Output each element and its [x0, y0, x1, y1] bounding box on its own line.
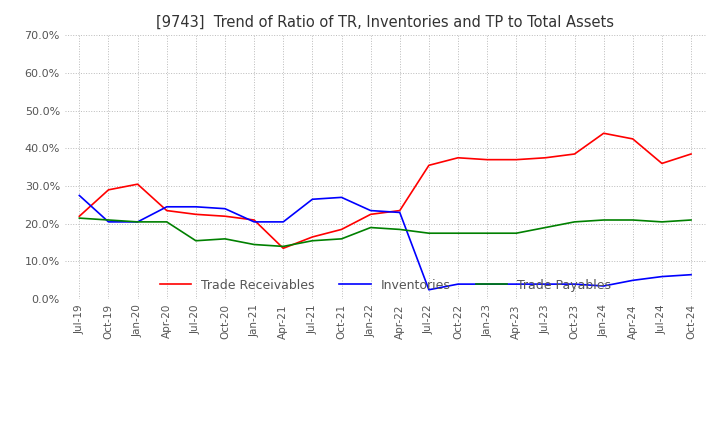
Trade Payables — [75, 216, 84, 221]
Trade Receivables — [599, 131, 608, 136]
Trade Receivables — [483, 157, 492, 162]
Trade Payables — [454, 231, 462, 236]
Trade Payables — [279, 244, 287, 249]
Trade Receivables — [192, 212, 200, 217]
Inventories — [599, 283, 608, 289]
Inventories — [629, 278, 637, 283]
Trade Receivables — [687, 151, 696, 157]
Trade Receivables — [250, 217, 258, 223]
Inventories — [220, 206, 229, 211]
Trade Receivables — [133, 182, 142, 187]
Inventories — [104, 219, 113, 224]
Trade Receivables — [75, 213, 84, 219]
Trade Payables — [657, 219, 666, 224]
Inventories — [687, 272, 696, 277]
Trade Receivables — [512, 157, 521, 162]
Trade Receivables — [279, 246, 287, 251]
Trade Receivables — [220, 213, 229, 219]
Trade Payables — [104, 217, 113, 223]
Line: Trade Payables: Trade Payables — [79, 218, 691, 246]
Trade Receivables — [366, 212, 375, 217]
Inventories — [163, 204, 171, 209]
Trade Payables — [599, 217, 608, 223]
Inventories — [366, 208, 375, 213]
Trade Payables — [192, 238, 200, 243]
Trade Receivables — [308, 235, 317, 240]
Legend: Trade Receivables, Inventories, Trade Payables: Trade Receivables, Inventories, Trade Pa… — [153, 273, 617, 298]
Trade Payables — [163, 219, 171, 224]
Trade Receivables — [657, 161, 666, 166]
Inventories — [250, 219, 258, 224]
Trade Payables — [308, 238, 317, 243]
Inventories — [512, 282, 521, 287]
Line: Trade Receivables: Trade Receivables — [79, 133, 691, 248]
Trade Payables — [570, 219, 579, 224]
Trade Payables — [687, 217, 696, 223]
Trade Payables — [395, 227, 404, 232]
Trade Payables — [366, 225, 375, 230]
Inventories — [133, 219, 142, 224]
Trade Receivables — [425, 163, 433, 168]
Trade Payables — [337, 236, 346, 242]
Inventories — [308, 197, 317, 202]
Trade Receivables — [337, 227, 346, 232]
Trade Receivables — [163, 208, 171, 213]
Line: Inventories: Inventories — [79, 195, 691, 290]
Trade Payables — [133, 219, 142, 224]
Inventories — [570, 282, 579, 287]
Inventories — [395, 210, 404, 215]
Trade Payables — [250, 242, 258, 247]
Inventories — [337, 195, 346, 200]
Trade Receivables — [629, 136, 637, 142]
Trade Payables — [512, 231, 521, 236]
Inventories — [279, 219, 287, 224]
Inventories — [454, 282, 462, 287]
Trade Payables — [425, 231, 433, 236]
Trade Receivables — [454, 155, 462, 161]
Inventories — [483, 282, 492, 287]
Trade Payables — [629, 217, 637, 223]
Trade Payables — [220, 236, 229, 242]
Inventories — [192, 204, 200, 209]
Inventories — [657, 274, 666, 279]
Trade Receivables — [104, 187, 113, 192]
Inventories — [541, 282, 550, 287]
Trade Receivables — [570, 151, 579, 157]
Title: [9743]  Trend of Ratio of TR, Inventories and TP to Total Assets: [9743] Trend of Ratio of TR, Inventories… — [156, 15, 614, 30]
Inventories — [75, 193, 84, 198]
Trade Payables — [541, 225, 550, 230]
Trade Receivables — [395, 208, 404, 213]
Trade Payables — [483, 231, 492, 236]
Trade Receivables — [541, 155, 550, 161]
Inventories — [425, 287, 433, 293]
